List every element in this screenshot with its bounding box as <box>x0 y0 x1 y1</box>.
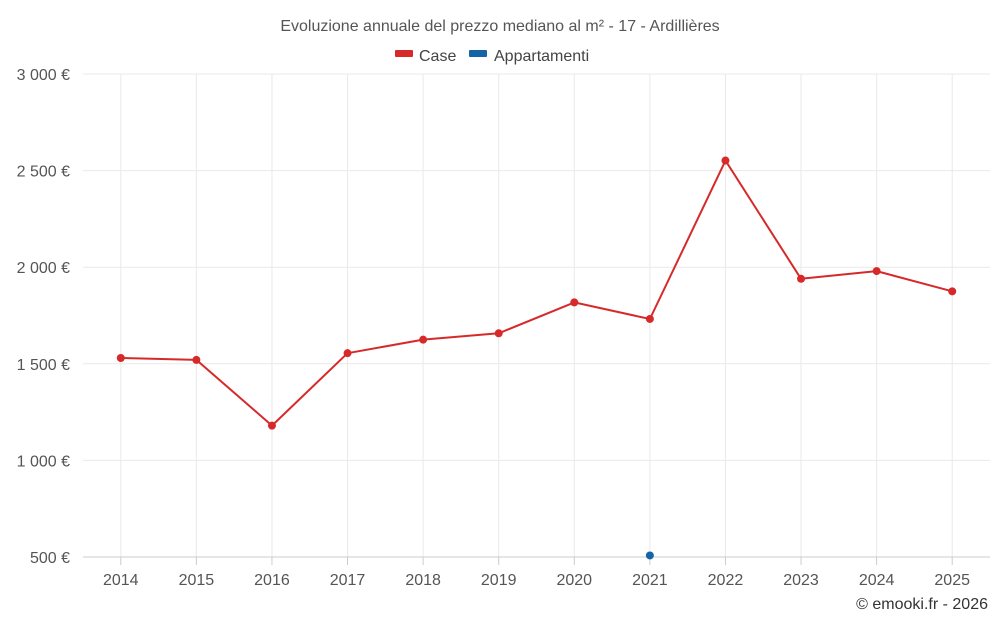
y-tick-label: 2 500 € <box>17 164 70 181</box>
legend: Case Appartamenti <box>395 48 589 65</box>
data-point-appartamenti-2021[interactable] <box>645 551 654 560</box>
series-line-case <box>120 159 953 427</box>
series-appartamenti <box>645 551 654 560</box>
data-point-case-2014[interactable] <box>116 354 125 363</box>
legend-label-appartamenti: Appartamenti <box>494 48 589 65</box>
data-point-case-2022[interactable] <box>721 156 730 165</box>
x-tick-label: 2014 <box>103 572 139 589</box>
y-tick-label: 1 000 € <box>17 453 70 470</box>
x-tick-label: 2020 <box>556 572 592 589</box>
y-tick-label: 1 500 € <box>17 357 70 374</box>
x-tick-label: 2023 <box>783 572 819 589</box>
axes: 500 € 1 000 € 1 500 € 2 000 € 2 500 € 3 000 €… <box>17 67 990 589</box>
legend-swatch-case <box>395 50 413 57</box>
data-point-case-2021[interactable] <box>645 314 654 323</box>
x-tick-label: 2024 <box>859 572 895 589</box>
x-tick-label: 2021 <box>632 572 668 589</box>
legend-swatch-appartamenti <box>469 50 487 57</box>
data-point-case-2019[interactable] <box>494 329 503 338</box>
data-point-case-2015[interactable] <box>192 355 201 364</box>
data-point-case-2024[interactable] <box>872 267 881 276</box>
x-tick-label: 2015 <box>179 572 215 589</box>
x-tick-label: 2022 <box>708 572 744 589</box>
data-point-case-2017[interactable] <box>343 349 352 358</box>
x-tick-label: 2019 <box>481 572 517 589</box>
chart-title: Evoluzione annuale del prezzo mediano al… <box>280 18 719 35</box>
x-tick-label: 2016 <box>254 572 290 589</box>
data-point-case-2025[interactable] <box>948 287 957 296</box>
series-case <box>116 156 957 430</box>
data-point-case-2023[interactable] <box>797 274 806 283</box>
y-tick-label: 500 € <box>30 550 70 567</box>
x-tick-label: 2017 <box>330 572 366 589</box>
legend-item-case[interactable]: Case <box>395 48 456 65</box>
y-tick-label: 2 000 € <box>17 260 70 277</box>
legend-label-case: Case <box>419 48 456 65</box>
data-point-case-2016[interactable] <box>267 421 276 430</box>
x-tick-label: 2025 <box>934 572 970 589</box>
y-tick-label: 3 000 € <box>17 67 70 84</box>
grid <box>83 73 990 558</box>
x-tick-label: 2018 <box>405 572 441 589</box>
legend-item-appartamenti[interactable]: Appartamenti <box>469 48 589 65</box>
series <box>116 156 957 560</box>
data-point-case-2018[interactable] <box>419 335 428 344</box>
credit-text: © emooki.fr - 2026 <box>856 596 988 613</box>
data-point-case-2020[interactable] <box>570 298 579 307</box>
